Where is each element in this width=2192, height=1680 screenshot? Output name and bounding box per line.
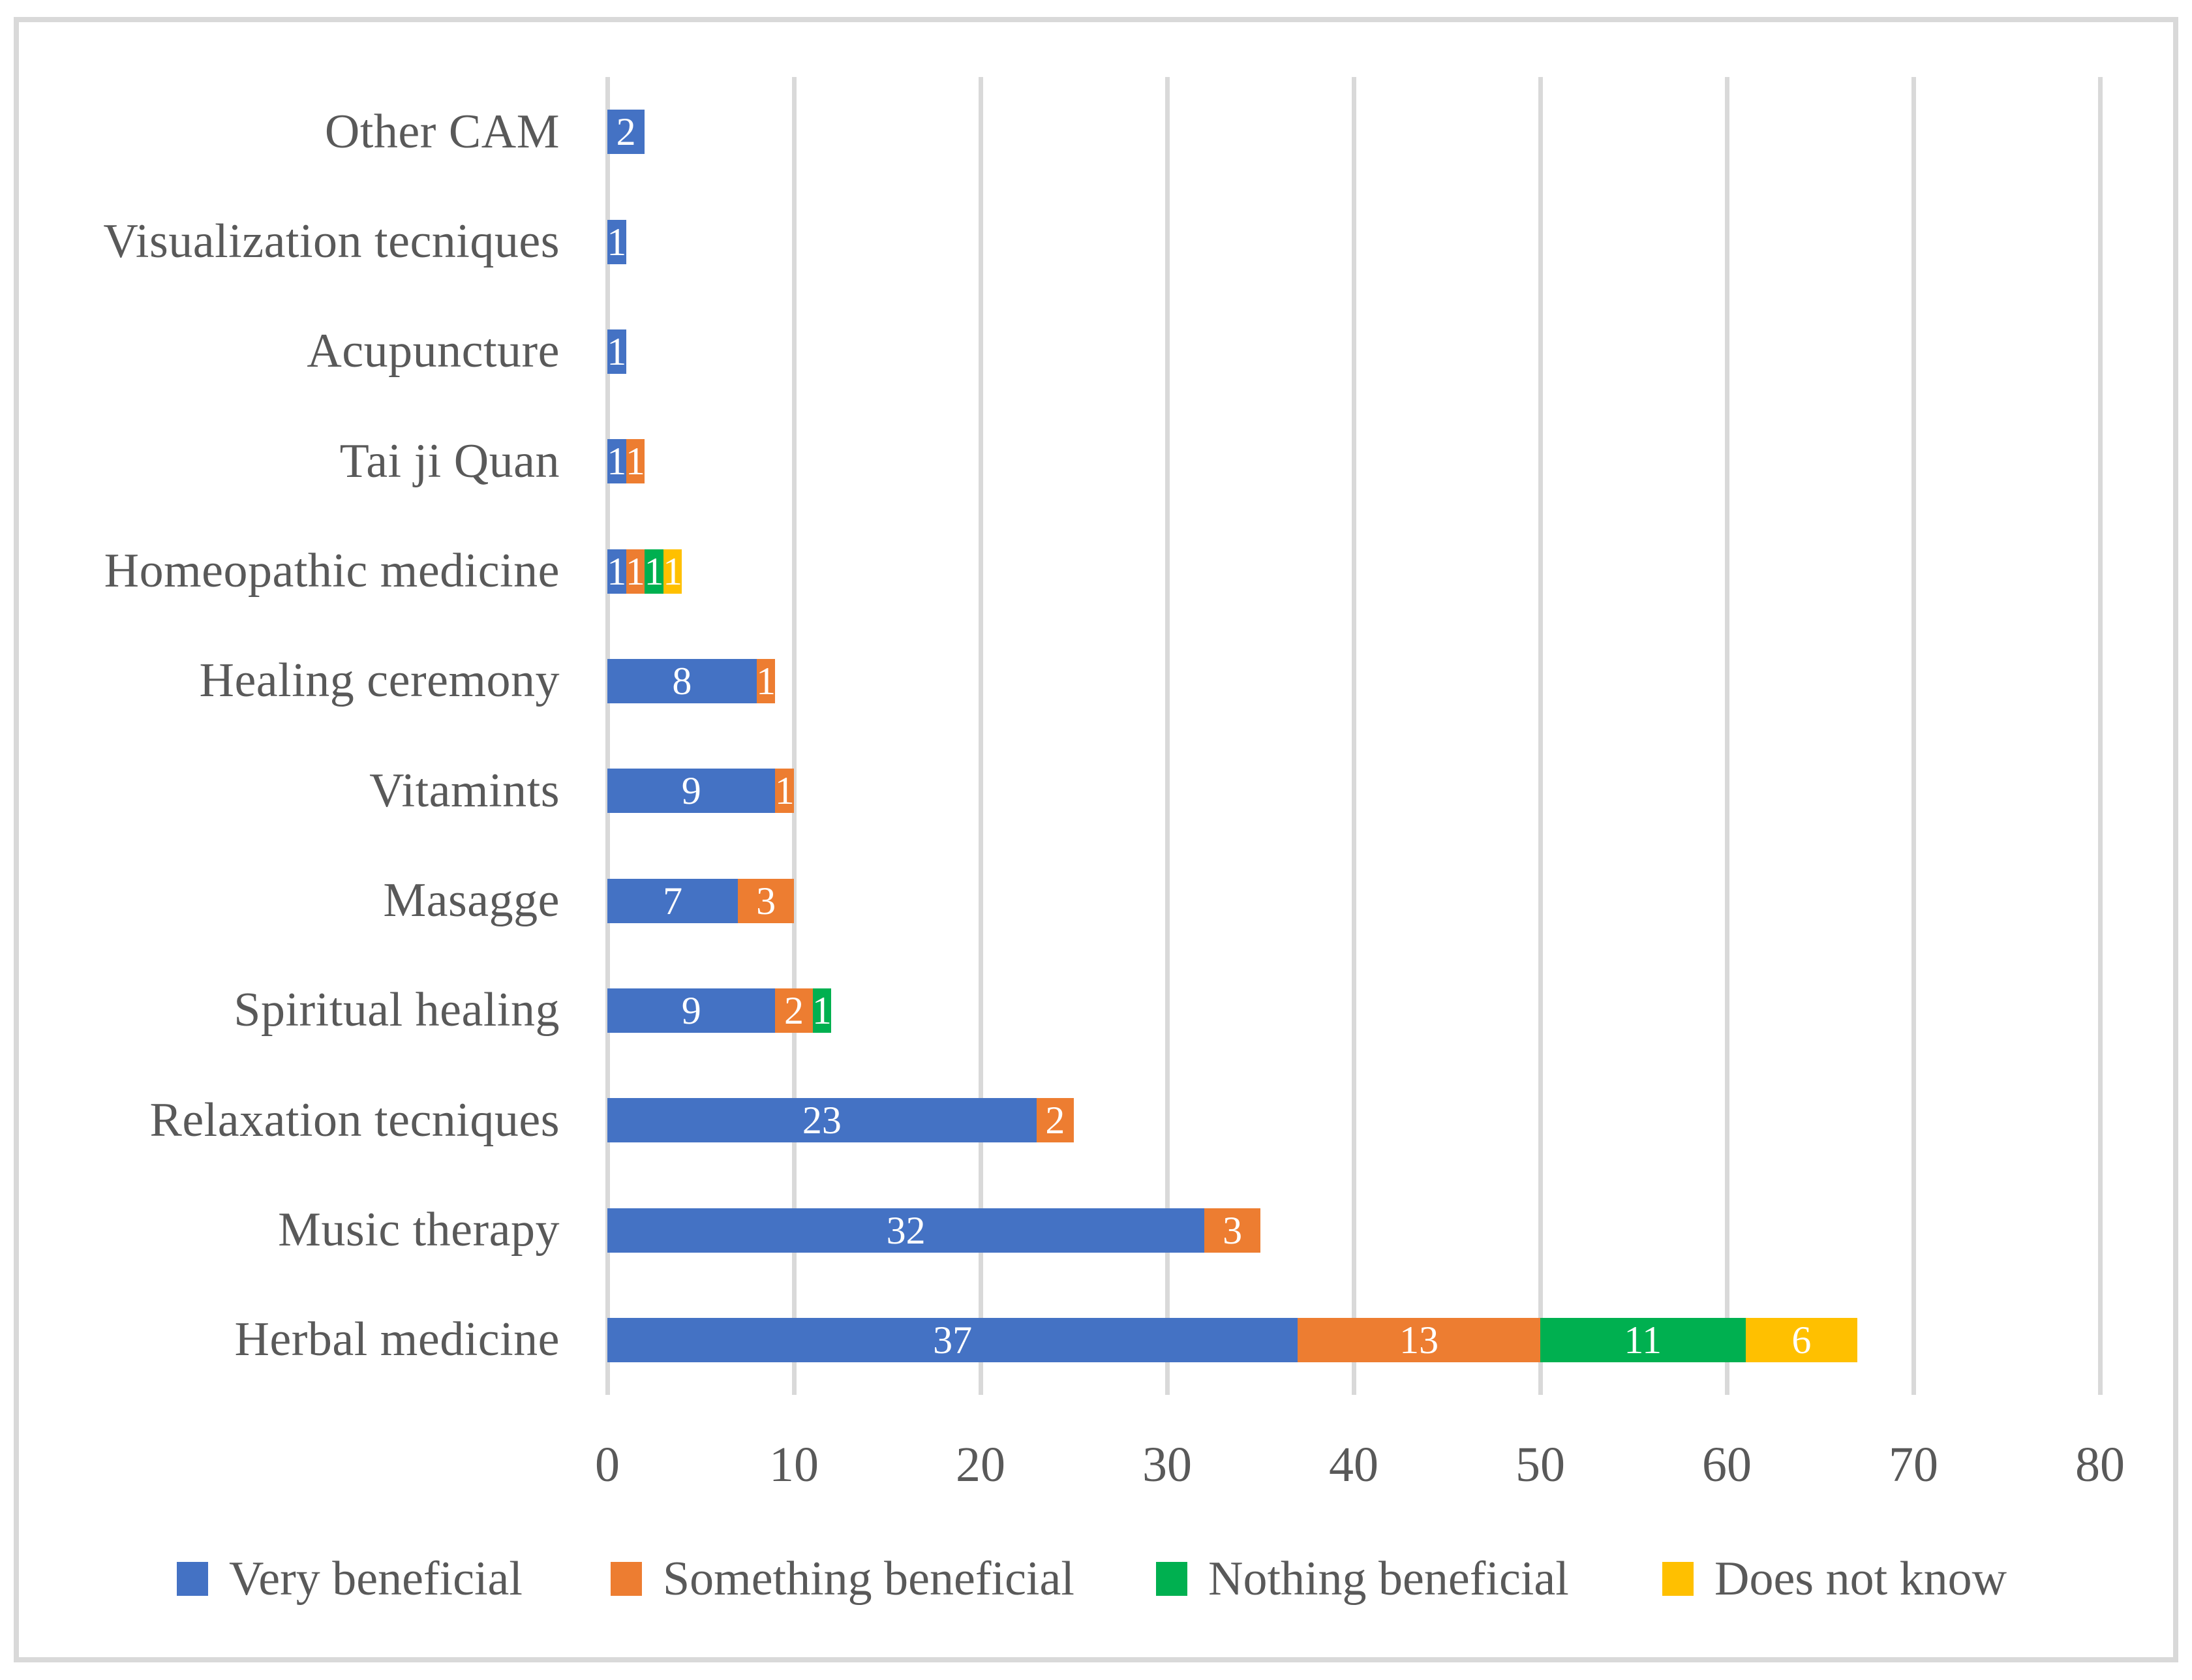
category-label-masagge: Masagge [383,874,560,927]
category-label-homeopathic-medicine: Homeopathic medicine [104,544,560,598]
legend-item-nothing-beneficial: Nothing beneficial [1156,1552,1569,1606]
bar-segment-very-beneficial: 1 [607,329,626,374]
bar-value-label: 1 [625,549,645,593]
bar-segment-very-beneficial: 1 [607,549,626,594]
bar-segment-something-beneficial: 1 [774,769,795,814]
gridline [1724,77,1729,1395]
x-axis-tick-label: 10 [769,1437,819,1492]
x-axis-tick-label: 30 [1142,1437,1192,1492]
legend-swatch-very-beneficial [177,1562,208,1596]
bar-segment-very-beneficial: 37 [607,1317,1298,1362]
bar-segment-very-beneficial: 32 [607,1208,1205,1253]
bar-segment-very-beneficial: 23 [607,1098,1037,1143]
bar-segment-very-beneficial: 9 [607,769,776,814]
bar-segment-nothing-beneficial: 11 [1540,1317,1746,1362]
x-axis-tick-label: 0 [595,1437,620,1492]
x-axis-tick-label: 60 [1702,1437,1752,1492]
bar-segment-something-beneficial: 1 [626,549,645,594]
bar-value-label: 13 [1399,1318,1439,1362]
bar-value-label: 32 [886,1208,926,1252]
bar-value-label: 1 [607,440,627,483]
bar-segment-very-beneficial: 8 [607,658,757,703]
bar-value-label: 1 [663,549,683,593]
gridline [2097,77,2103,1395]
bar-segment-very-beneficial: 1 [607,439,627,484]
category-label-spiritual-healing: Spiritual healing [234,983,560,1037]
legend-label: Something beneficial [663,1551,1074,1606]
x-axis-tick-label: 50 [1515,1437,1565,1492]
bar-segment-something-beneficial: 2 [775,988,813,1033]
bar-value-label: 3 [1223,1208,1243,1252]
gridline [1911,77,1916,1395]
bar-value-label: 1 [774,769,795,813]
bar-value-label: 6 [1791,1318,1812,1362]
x-axis-tick-label: 70 [1889,1437,1938,1492]
legend-item-something-beneficial: Something beneficial [611,1552,1074,1606]
bar-segment-something-beneficial: 3 [1204,1208,1260,1253]
legend-swatch-does-not-know [1662,1562,1694,1596]
x-axis-tick-label: 40 [1329,1437,1378,1492]
gridline [791,77,797,1395]
category-label-herbal-medicine: Herbal medicine [234,1313,560,1367]
bar-segment-nothing-beneficial: 1 [812,988,832,1033]
bar-value-label: 7 [663,879,683,923]
gridline [1538,77,1543,1395]
bar-value-label: 2 [1045,1099,1065,1142]
bar-segment-something-beneficial: 13 [1298,1317,1540,1362]
bar-segment-something-beneficial: 1 [756,658,776,703]
bar-value-label: 8 [672,659,692,703]
bar-value-label: 1 [607,220,627,264]
bar-segment-does-not-know: 6 [1745,1317,1858,1362]
category-label-acupuncture: Acupuncture [307,324,560,378]
category-label-relaxation-tecniques: Relaxation tecniques [149,1093,560,1147]
bar-value-label: 1 [607,329,627,373]
category-label-music-therapy: Music therapy [278,1203,560,1257]
bar-value-label: 37 [933,1318,973,1362]
category-label-visualization-tecniques: Visualization tecniques [103,215,560,268]
gridline [1351,77,1356,1395]
gridline [605,77,610,1395]
legend-swatch-something-beneficial [611,1562,642,1596]
category-label-vitamints: Vitamints [369,763,560,817]
bar-value-label: 9 [681,769,701,813]
gridline [1164,77,1170,1395]
category-label-healing-ceremony: Healing ceremony [199,654,560,708]
bar-value-label: 1 [607,549,627,593]
bar-segment-something-beneficial: 3 [738,878,794,923]
bar-value-label: 1 [756,659,776,703]
category-label-other-cam: Other CAM [324,104,560,159]
gridline [978,77,983,1395]
bar-value-label: 1 [644,549,664,593]
bar-segment-very-beneficial: 1 [607,219,627,264]
legend-label: Nothing beneficial [1208,1551,1569,1606]
chart-figure-border [14,17,2178,1662]
bar-segment-very-beneficial: 2 [607,110,645,155]
bar-value-label: 9 [681,988,701,1032]
bar-segment-nothing-beneficial: 1 [644,549,664,594]
bar-segment-something-beneficial: 2 [1036,1098,1074,1143]
bar-value-label: 2 [784,988,804,1032]
x-axis-tick-label: 80 [2075,1437,2125,1492]
legend-label: Does not know [1714,1551,2007,1606]
legend-item-very-beneficial: Very beneficial [177,1552,523,1606]
bar-segment-does-not-know: 1 [663,549,682,594]
bar-value-label: 11 [1624,1318,1662,1362]
bar-value-label: 1 [625,440,645,483]
bar-segment-very-beneficial: 7 [607,878,738,923]
bar-value-label: 23 [802,1099,842,1142]
category-label-tai-ji-quan: Tai ji Quan [339,434,560,488]
bar-value-label: 3 [756,879,776,923]
legend-label: Very beneficial [229,1551,523,1606]
legend-item-does-not-know: Does not know [1662,1552,2007,1606]
bar-value-label: 1 [812,988,832,1032]
x-axis-tick-label: 20 [956,1437,1005,1492]
legend-swatch-nothing-beneficial [1156,1562,1187,1596]
bar-value-label: 2 [616,110,636,154]
bar-segment-very-beneficial: 9 [607,988,776,1033]
bar-segment-something-beneficial: 1 [625,439,645,484]
